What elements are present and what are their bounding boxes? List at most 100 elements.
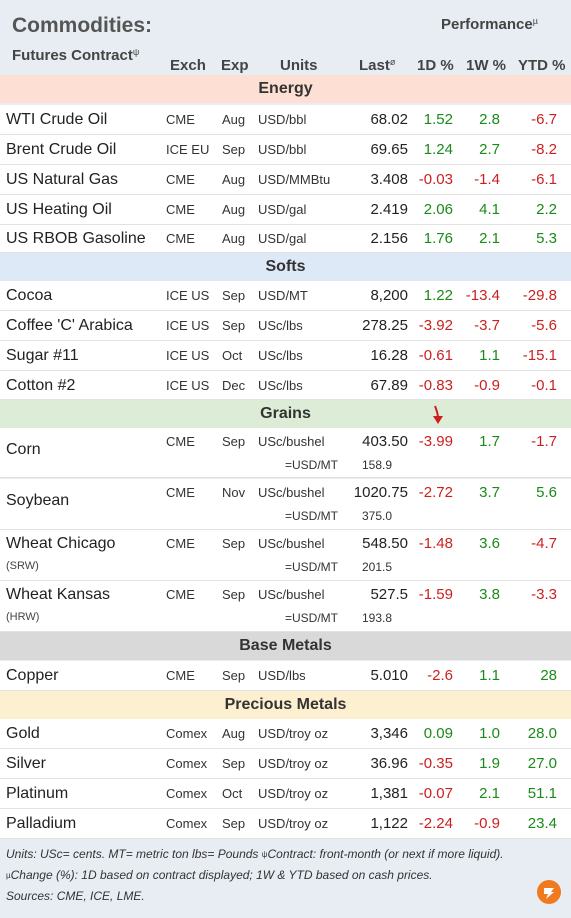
expiry-cell: Oct <box>222 348 243 363</box>
table-row: Cotton #2 ICE US Dec USc/lbs 67.89 -0.83 -0.9 -… <box>0 371 571 400</box>
section-energy: Energy <box>0 75 571 103</box>
column-header-last: Lastø <box>359 57 396 74</box>
change-ytd-cell: -5.6 <box>531 317 557 334</box>
last-price-cell: 3.408 <box>370 171 408 188</box>
page-title: Commodities: <box>12 14 153 37</box>
commodity-name: Palladium <box>6 815 77 832</box>
units-cell: USD/MT <box>258 288 308 303</box>
column-header-1d: 1D % <box>417 57 454 74</box>
expiry-cell: Sep <box>222 587 246 602</box>
last-price-cell: 67.89 <box>370 377 408 394</box>
last-price-cell: 68.02 <box>370 111 408 128</box>
change-1w-cell: 3.7 <box>479 484 500 501</box>
commodity-name: Sugar #11 <box>6 347 79 364</box>
commodity-grade: (HRW) <box>6 611 40 623</box>
change-ytd-cell: 51.1 <box>527 785 557 802</box>
commodity-name: Corn <box>6 441 41 458</box>
commodity-name: Brent Crude Oil <box>6 141 117 158</box>
table-row: Coffee 'C' Arabica ICE US Sep USc/lbs 278.25… <box>0 311 571 341</box>
change-1d-cell: -0.07 <box>418 785 453 802</box>
change-1d-cell: -2.6 <box>427 667 453 684</box>
change-1w-cell: -1.4 <box>474 171 500 188</box>
change-ytd-cell: 23.4 <box>527 815 557 832</box>
commodity-name: Silver <box>6 755 47 772</box>
commodity-name: US Heating Oil <box>6 201 112 218</box>
logo-mark-icon <box>544 888 554 899</box>
converted-units: =USD/MT <box>285 509 339 523</box>
units-cell: USc/lbs <box>258 348 303 363</box>
change-1d-cell: 1.22 <box>423 287 453 304</box>
table-row: Palladium Comex Sep USD/troy oz 1,122 -2.24 -0… <box>0 809 571 839</box>
column-header-exp: Exp <box>221 57 249 74</box>
exchange-cell: ICE US <box>166 348 210 363</box>
change-1d-cell: -0.03 <box>418 171 453 188</box>
last-price-cell: 1,122 <box>370 815 408 832</box>
units-cell: USc/bushel <box>258 434 325 449</box>
change-1w-cell: -3.7 <box>474 317 500 334</box>
last-price-cell: 2.156 <box>370 230 408 247</box>
units-cell: USc/bushel <box>258 485 325 500</box>
exchange-cell: Comex <box>166 726 208 741</box>
units-cell: USc/lbs <box>258 378 303 393</box>
change-ytd-cell: 5.6 <box>536 484 557 501</box>
units-cell: USc/bushel <box>258 587 325 602</box>
units-cell: USD/bbl <box>258 142 307 157</box>
commodity-name: US Natural Gas <box>6 171 119 188</box>
change-1d-cell: -0.35 <box>418 755 453 772</box>
change-1w-cell: 3.8 <box>479 586 500 603</box>
change-ytd-cell: -3.3 <box>531 586 557 603</box>
change-ytd-cell: 28.0 <box>527 725 557 742</box>
change-ytd-cell: 5.3 <box>536 230 557 247</box>
exchange-cell: Comex <box>166 786 208 801</box>
change-1w-cell: 1.9 <box>479 755 500 772</box>
change-1w-cell: 2.1 <box>479 785 500 802</box>
expiry-cell: Sep <box>222 434 246 449</box>
last-price-cell: 8,200 <box>370 287 408 304</box>
commodity-name: US RBOB Gasoline <box>6 230 146 247</box>
column-header-units: Units <box>280 57 318 74</box>
expiry-cell: Sep <box>222 668 246 683</box>
futures-contract-label: Futures Contractψ <box>12 47 140 64</box>
exchange-cell: ICE US <box>166 378 210 393</box>
change-1w-cell: 1.7 <box>479 433 500 450</box>
change-1w-cell: 1.1 <box>479 347 500 364</box>
commodity-name: WTI Crude Oil <box>6 111 108 128</box>
converted-units: =USD/MT <box>285 611 339 625</box>
commodity-name: Platinum <box>6 785 69 802</box>
converted-price: 201.5 <box>362 560 393 574</box>
footnotes: Units: USc= cents. MT= metric ton lbs= P… <box>6 844 504 907</box>
change-ytd-cell: -8.2 <box>531 141 557 158</box>
table-row: US RBOB Gasoline CME Aug USD/gal 2.156 1.76 2.… <box>0 225 571 253</box>
expiry-cell: Sep <box>222 816 246 831</box>
exchange-cell: Comex <box>166 816 208 831</box>
table-header: Commodities: Futures Contractψ Performan… <box>0 0 571 80</box>
units-cell: USc/lbs <box>258 318 303 333</box>
expiry-cell: Nov <box>222 485 246 500</box>
last-price-cell: 548.50 <box>362 535 408 552</box>
last-price-cell: 278.25 <box>362 317 408 334</box>
table-row: Cocoa ICE US Sep USD/MT 8,200 1.22 -13.4 -29.8 <box>0 281 571 311</box>
converted-units: =USD/MT <box>285 458 339 472</box>
expiry-cell: Aug <box>222 726 246 741</box>
exchange-cell: CME <box>166 587 195 602</box>
table-row: US Heating Oil CME Aug USD/gal 2.419 2.06 4.1 2… <box>0 195 571 225</box>
change-1d-cell: 0.09 <box>423 725 453 742</box>
exchange-cell: CME <box>166 434 195 449</box>
last-price-cell: 1020.75 <box>353 484 408 501</box>
change-1w-cell: 3.6 <box>479 535 500 552</box>
exchange-cell: CME <box>166 172 195 187</box>
last-price-cell: 16.28 <box>370 347 408 364</box>
last-price-cell: 69.65 <box>370 141 408 158</box>
expiry-cell: Sep <box>222 142 246 157</box>
change-ytd-cell: 2.2 <box>536 201 557 218</box>
last-price-cell: 527.5 <box>370 586 408 603</box>
last-price-cell: 5.010 <box>370 667 408 684</box>
section-precious-metals: Precious Metals <box>0 691 571 719</box>
units-cell: USc/bushel <box>258 536 325 551</box>
change-1w-cell: 2.1 <box>479 230 500 247</box>
commodity-name: Wheat Chicago <box>6 535 116 552</box>
exchange-cell: CME <box>166 231 195 246</box>
change-ytd-cell: -15.1 <box>522 347 557 364</box>
performance-label: Performanceµ <box>441 16 538 33</box>
exchange-cell: ICE US <box>166 288 210 303</box>
